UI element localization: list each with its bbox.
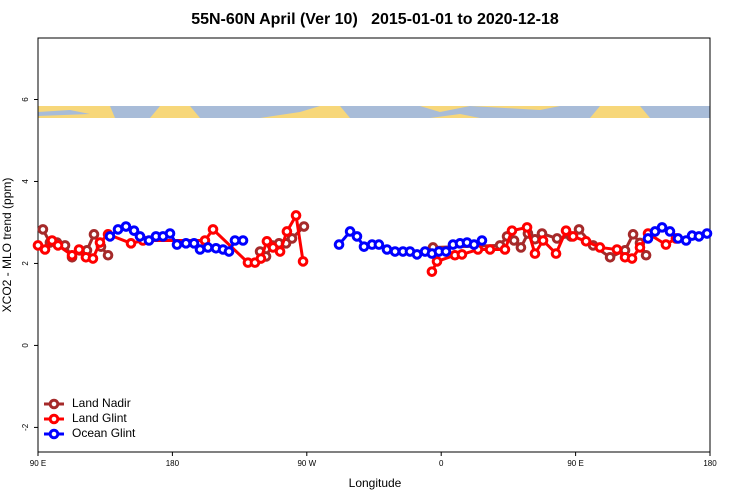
data-point [537,235,549,246]
y-axis-label: XCO2 - MLO trend (ppm) [0,178,14,313]
data-point [594,242,606,253]
data-point [550,248,562,259]
data-point [701,228,713,239]
data-point [39,244,51,255]
data-point [286,233,298,244]
data-point [521,222,533,233]
data-point [73,244,85,255]
legend-marker [48,428,60,440]
x-tick-label: 90 W [297,459,316,468]
legend-marker [48,413,60,425]
data-point [171,239,183,250]
data-point [128,225,140,236]
data-point [298,221,310,232]
data-point [373,239,385,250]
data-point [411,249,423,260]
data-point [642,233,654,244]
data-point [573,224,585,235]
data-point [611,244,623,255]
data-point [180,238,192,249]
y-tick-label: -2 [21,423,30,431]
data-point [426,266,438,277]
data-point [188,238,200,249]
y-tick-label: 0 [21,343,30,348]
data-point [274,246,286,257]
data-point [102,249,114,261]
data-point [344,226,356,237]
data-point [693,231,705,242]
data-point [120,221,132,232]
legend-marker [48,398,60,410]
data-point [484,244,496,255]
data-point [125,238,137,249]
data-point [88,229,100,240]
y-tick-label: 2 [21,261,30,266]
data-point [656,222,668,233]
data-point [229,235,241,246]
data-point [508,235,520,246]
data-point [506,225,518,236]
data-point [134,231,146,242]
data-point [52,240,64,251]
data-point [580,236,592,247]
data-point [664,226,676,237]
data-point [351,231,363,242]
data-point [281,226,293,237]
data-point [255,253,267,264]
x-tick-label: 90 E [567,459,583,468]
data-point [640,249,652,261]
legend-label: Land Glint [72,411,127,425]
data-point [604,251,616,263]
legend-label: Ocean Glint [72,426,136,440]
map-strip [38,106,710,118]
data-point [207,224,219,235]
data-point [164,228,176,239]
data-point [104,231,116,242]
data-point [476,235,488,246]
data-point [515,242,527,253]
data-point [87,253,99,264]
data-point [660,239,672,250]
data-point [440,246,452,257]
data-point [567,231,579,242]
data-point [560,225,572,236]
chart-title: 55N-60N April (Ver 10) 2015-01-01 to 202… [191,11,559,28]
y-tick-label: 6 [21,97,30,102]
data-point [297,256,309,267]
data-point [94,237,106,248]
data-point [381,244,393,255]
data-point [290,210,302,221]
data-point [237,235,249,246]
legend-label: Land Nadir [72,396,131,410]
data-point [551,233,563,244]
data-point [37,224,49,235]
data-point [499,244,511,255]
x-tick-label: 180 [703,459,717,468]
x-tick-label: 0 [439,459,444,468]
data-point [66,249,78,261]
data-point [261,236,273,247]
data-point [431,256,443,267]
data-point [634,242,646,253]
x-tick-label: 90 E [30,459,46,468]
data-point [468,239,480,250]
data-point [672,233,684,244]
data-point [202,242,214,253]
x-tick-label: 180 [166,459,180,468]
data-point [529,248,541,259]
data-point [223,246,235,257]
data-point [333,239,345,250]
data-point [626,253,638,264]
data-point [456,249,468,260]
data-point [358,241,370,252]
y-tick-label: 4 [21,179,30,184]
data-point [627,229,639,240]
x-axis-label: Longitude [349,476,402,490]
